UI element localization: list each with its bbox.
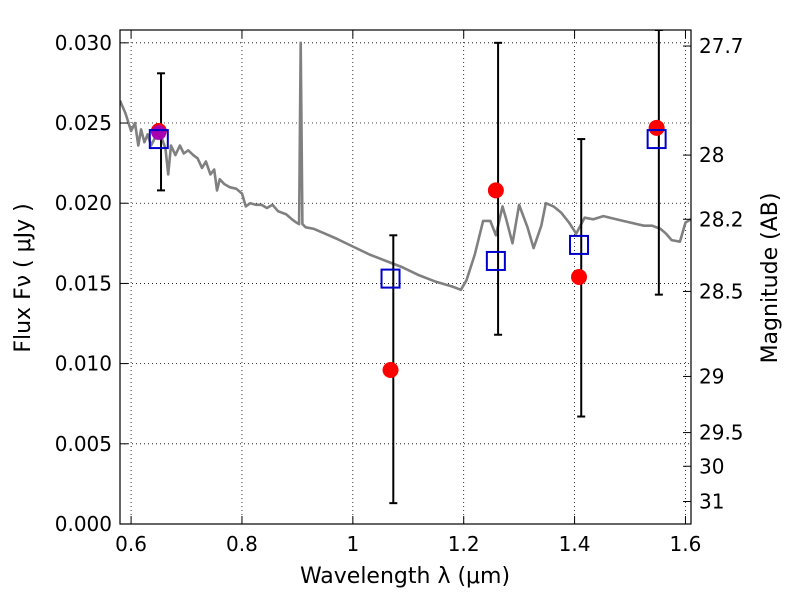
y-tick-label: 0.000 (55, 512, 112, 536)
model-points (148, 129, 667, 289)
observed-point (382, 362, 399, 379)
x-tick-label: 1.2 (448, 532, 480, 556)
observed-point (487, 182, 504, 199)
y-tick-label: 0.025 (55, 111, 112, 135)
y-tick-label: 0.010 (55, 352, 112, 376)
model-spectrum (120, 41, 691, 292)
x-axis-label: Wavelength λ (μm) (300, 564, 510, 589)
y-axis-label: Flux Fν ( μJy ) (11, 203, 36, 352)
right-tick-label: 28.2 (699, 207, 744, 231)
y-tick-label: 0.015 (55, 271, 112, 295)
plot-frame (119, 29, 692, 525)
x-axis-ticks: 0.6 0.8 1 1.2 1.4 1.6 (115, 30, 701, 556)
right-tick-label: 28 (699, 143, 724, 167)
spectrum-line (120, 41, 691, 292)
right-tick-label: 29 (699, 364, 724, 388)
model-point (380, 268, 401, 289)
right-tick-label: 29.5 (699, 421, 744, 445)
right-axis-label: Magnitude (AB) (758, 193, 783, 364)
observed-points (150, 119, 665, 379)
right-tick-label: 31 (699, 490, 724, 514)
model-point (148, 129, 169, 150)
overlap-point (151, 125, 167, 141)
model-point (485, 250, 506, 271)
x-tick-label: 0.6 (115, 532, 147, 556)
right-tick-label: 27.7 (699, 34, 744, 58)
y-tick-label: 0.005 (55, 432, 112, 456)
y-tick-label: 0.030 (55, 31, 112, 55)
right-axis-ticks: 27.7 28 28.2 28.5 29 29.5 30 31 (683, 34, 744, 514)
observed-point (648, 119, 665, 136)
y-tick-label: 0.020 (55, 191, 112, 215)
x-tick-label: 1.4 (559, 532, 591, 556)
model-point (646, 129, 667, 150)
right-tick-label: 28.5 (699, 279, 744, 303)
x-tick-label: 0.8 (226, 532, 258, 556)
y-axis-ticks: 0.000 0.005 0.010 0.015 0.020 0.025 0.030 (55, 31, 128, 536)
x-tick-label: 1.6 (670, 532, 702, 556)
x-tick-label: 1 (346, 532, 359, 556)
observed-point (571, 269, 588, 285)
plot-area (120, 30, 691, 505)
plot-background (120, 30, 691, 524)
model-point (569, 234, 590, 255)
right-tick-label: 30 (699, 454, 724, 478)
